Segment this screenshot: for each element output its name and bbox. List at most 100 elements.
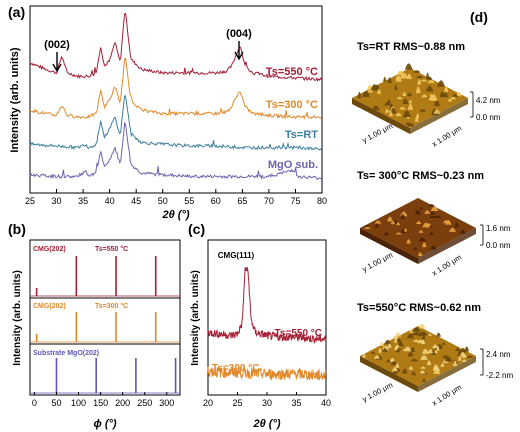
afm-grain	[433, 109, 441, 114]
afm-grain	[424, 210, 431, 214]
afm-grain	[421, 339, 426, 345]
afm-2-ztop: 1.6 nm	[486, 224, 511, 233]
afm-grain	[434, 99, 440, 106]
afm-grain	[387, 77, 392, 83]
afm-grain	[395, 363, 400, 368]
afm-grain	[449, 227, 456, 232]
panel-a-xtick-label: 60	[211, 196, 221, 206]
afm-side-face	[360, 356, 418, 392]
panel-c-peak-label: CMG(111)	[218, 251, 255, 260]
afm-grain	[395, 332, 402, 337]
afm-1-title: Ts=RT RMS~0.88 nm	[357, 41, 465, 53]
panel-c-xtick-label: 25	[232, 398, 242, 408]
afm-grain	[425, 72, 430, 79]
panel-a-xtick-label: 65	[237, 196, 247, 206]
afm-grain	[402, 98, 409, 104]
afm-grain	[363, 225, 370, 228]
afm-grain	[411, 328, 419, 332]
afm-grain	[434, 350, 438, 353]
panel-a-ticks: 25 30 35 40 45 50 55 60 65 70 75 80	[25, 189, 327, 206]
afm-grain	[404, 346, 412, 352]
panel-b-ts-550: Ts=550 °C	[95, 245, 128, 253]
panel-c-series-line	[207, 366, 327, 382]
panel-a-series-line	[29, 121, 322, 180]
afm-1-surface	[352, 63, 468, 134]
panel-a-xtick-label: 30	[52, 196, 62, 206]
afm-grain	[413, 70, 421, 73]
afm-grain	[400, 214, 406, 220]
afm-grain	[378, 347, 382, 353]
panel-b-ylabel: Intensity (arb. units)	[12, 270, 23, 366]
afm-grain	[390, 361, 398, 366]
afm-grain	[428, 215, 437, 218]
afm-grain	[418, 230, 424, 233]
afm-grain	[396, 222, 400, 226]
afm-grain	[396, 70, 405, 76]
afm-grain	[454, 222, 459, 228]
afm-3-title: Ts=550°C RMS~0.62 nm	[357, 302, 481, 314]
panel-a-peak-004: (004)	[226, 28, 252, 40]
afm-grain	[420, 366, 426, 369]
afm-top-face	[360, 198, 476, 258]
afm-grain	[404, 63, 413, 70]
afm-grain	[444, 85, 449, 92]
afm-grain	[441, 92, 449, 98]
afm-grain	[452, 360, 458, 366]
panel-a-xtick-label: 45	[131, 196, 141, 206]
afm-grain	[407, 351, 414, 357]
afm-grain	[377, 88, 381, 94]
afm-grain	[384, 339, 392, 345]
afm-grain	[374, 220, 382, 224]
afm-grain	[413, 331, 421, 335]
panel-b-xtick-label: 100	[71, 398, 86, 408]
panel-c-xtick-label: 20	[203, 398, 213, 408]
afm-grain	[402, 91, 407, 96]
afm-grain	[372, 105, 380, 111]
afm-grain	[362, 353, 366, 358]
afm-1-axis-y: y 1.00 μm	[361, 121, 394, 144]
panel-a-label-mgo: MgO sub.	[268, 159, 318, 171]
afm-1-zbottom: 0.0 nm	[476, 113, 501, 122]
panel-c-label: (c)	[188, 221, 205, 237]
panel-a-xtick-label: 80	[317, 196, 327, 206]
afm-grain	[379, 342, 384, 346]
afm-grain	[428, 204, 435, 207]
panel-a-xtick-label: 35	[78, 196, 88, 206]
afm-grain	[416, 221, 422, 224]
afm-grain	[406, 239, 411, 244]
afm-grain	[464, 346, 470, 352]
panel-d-label: (d)	[470, 9, 488, 25]
afm-grain	[386, 359, 392, 363]
panel-b-xtick-label: 300	[159, 398, 174, 408]
afm-3-axis-x: x 1.00 μm	[430, 383, 463, 408]
afm-grain	[425, 85, 434, 92]
panel-b-xtick-label: 250	[137, 398, 152, 408]
afm-grain	[416, 75, 424, 79]
afm-grain	[395, 75, 402, 80]
panel-c-xtick-label: 40	[321, 398, 331, 408]
afm-grain	[408, 99, 413, 104]
afm-grain	[408, 366, 414, 370]
afm-side-face	[418, 228, 476, 264]
afm-grain	[427, 79, 435, 84]
afm-grain	[384, 101, 392, 106]
afm-grain	[388, 111, 394, 117]
afm-grain	[433, 370, 441, 374]
afm-grain	[396, 96, 403, 100]
afm-side-face	[418, 356, 476, 392]
afm-grain	[450, 94, 456, 100]
afm-grain	[398, 342, 404, 346]
afm-grain	[421, 348, 429, 354]
afm-grain	[428, 333, 432, 336]
afm-grain	[395, 113, 402, 117]
afm-grain	[421, 335, 427, 340]
panel-c-label-300: Ts=300 °C	[212, 363, 259, 374]
afm-grain	[420, 355, 428, 360]
afm-grain	[383, 232, 390, 236]
afm-grain	[427, 349, 433, 354]
panel-c-ticks: 20 25 30 35 40	[203, 392, 331, 408]
afm-grain	[421, 94, 428, 98]
afm-grain	[418, 323, 426, 329]
afm-grain	[362, 90, 370, 97]
